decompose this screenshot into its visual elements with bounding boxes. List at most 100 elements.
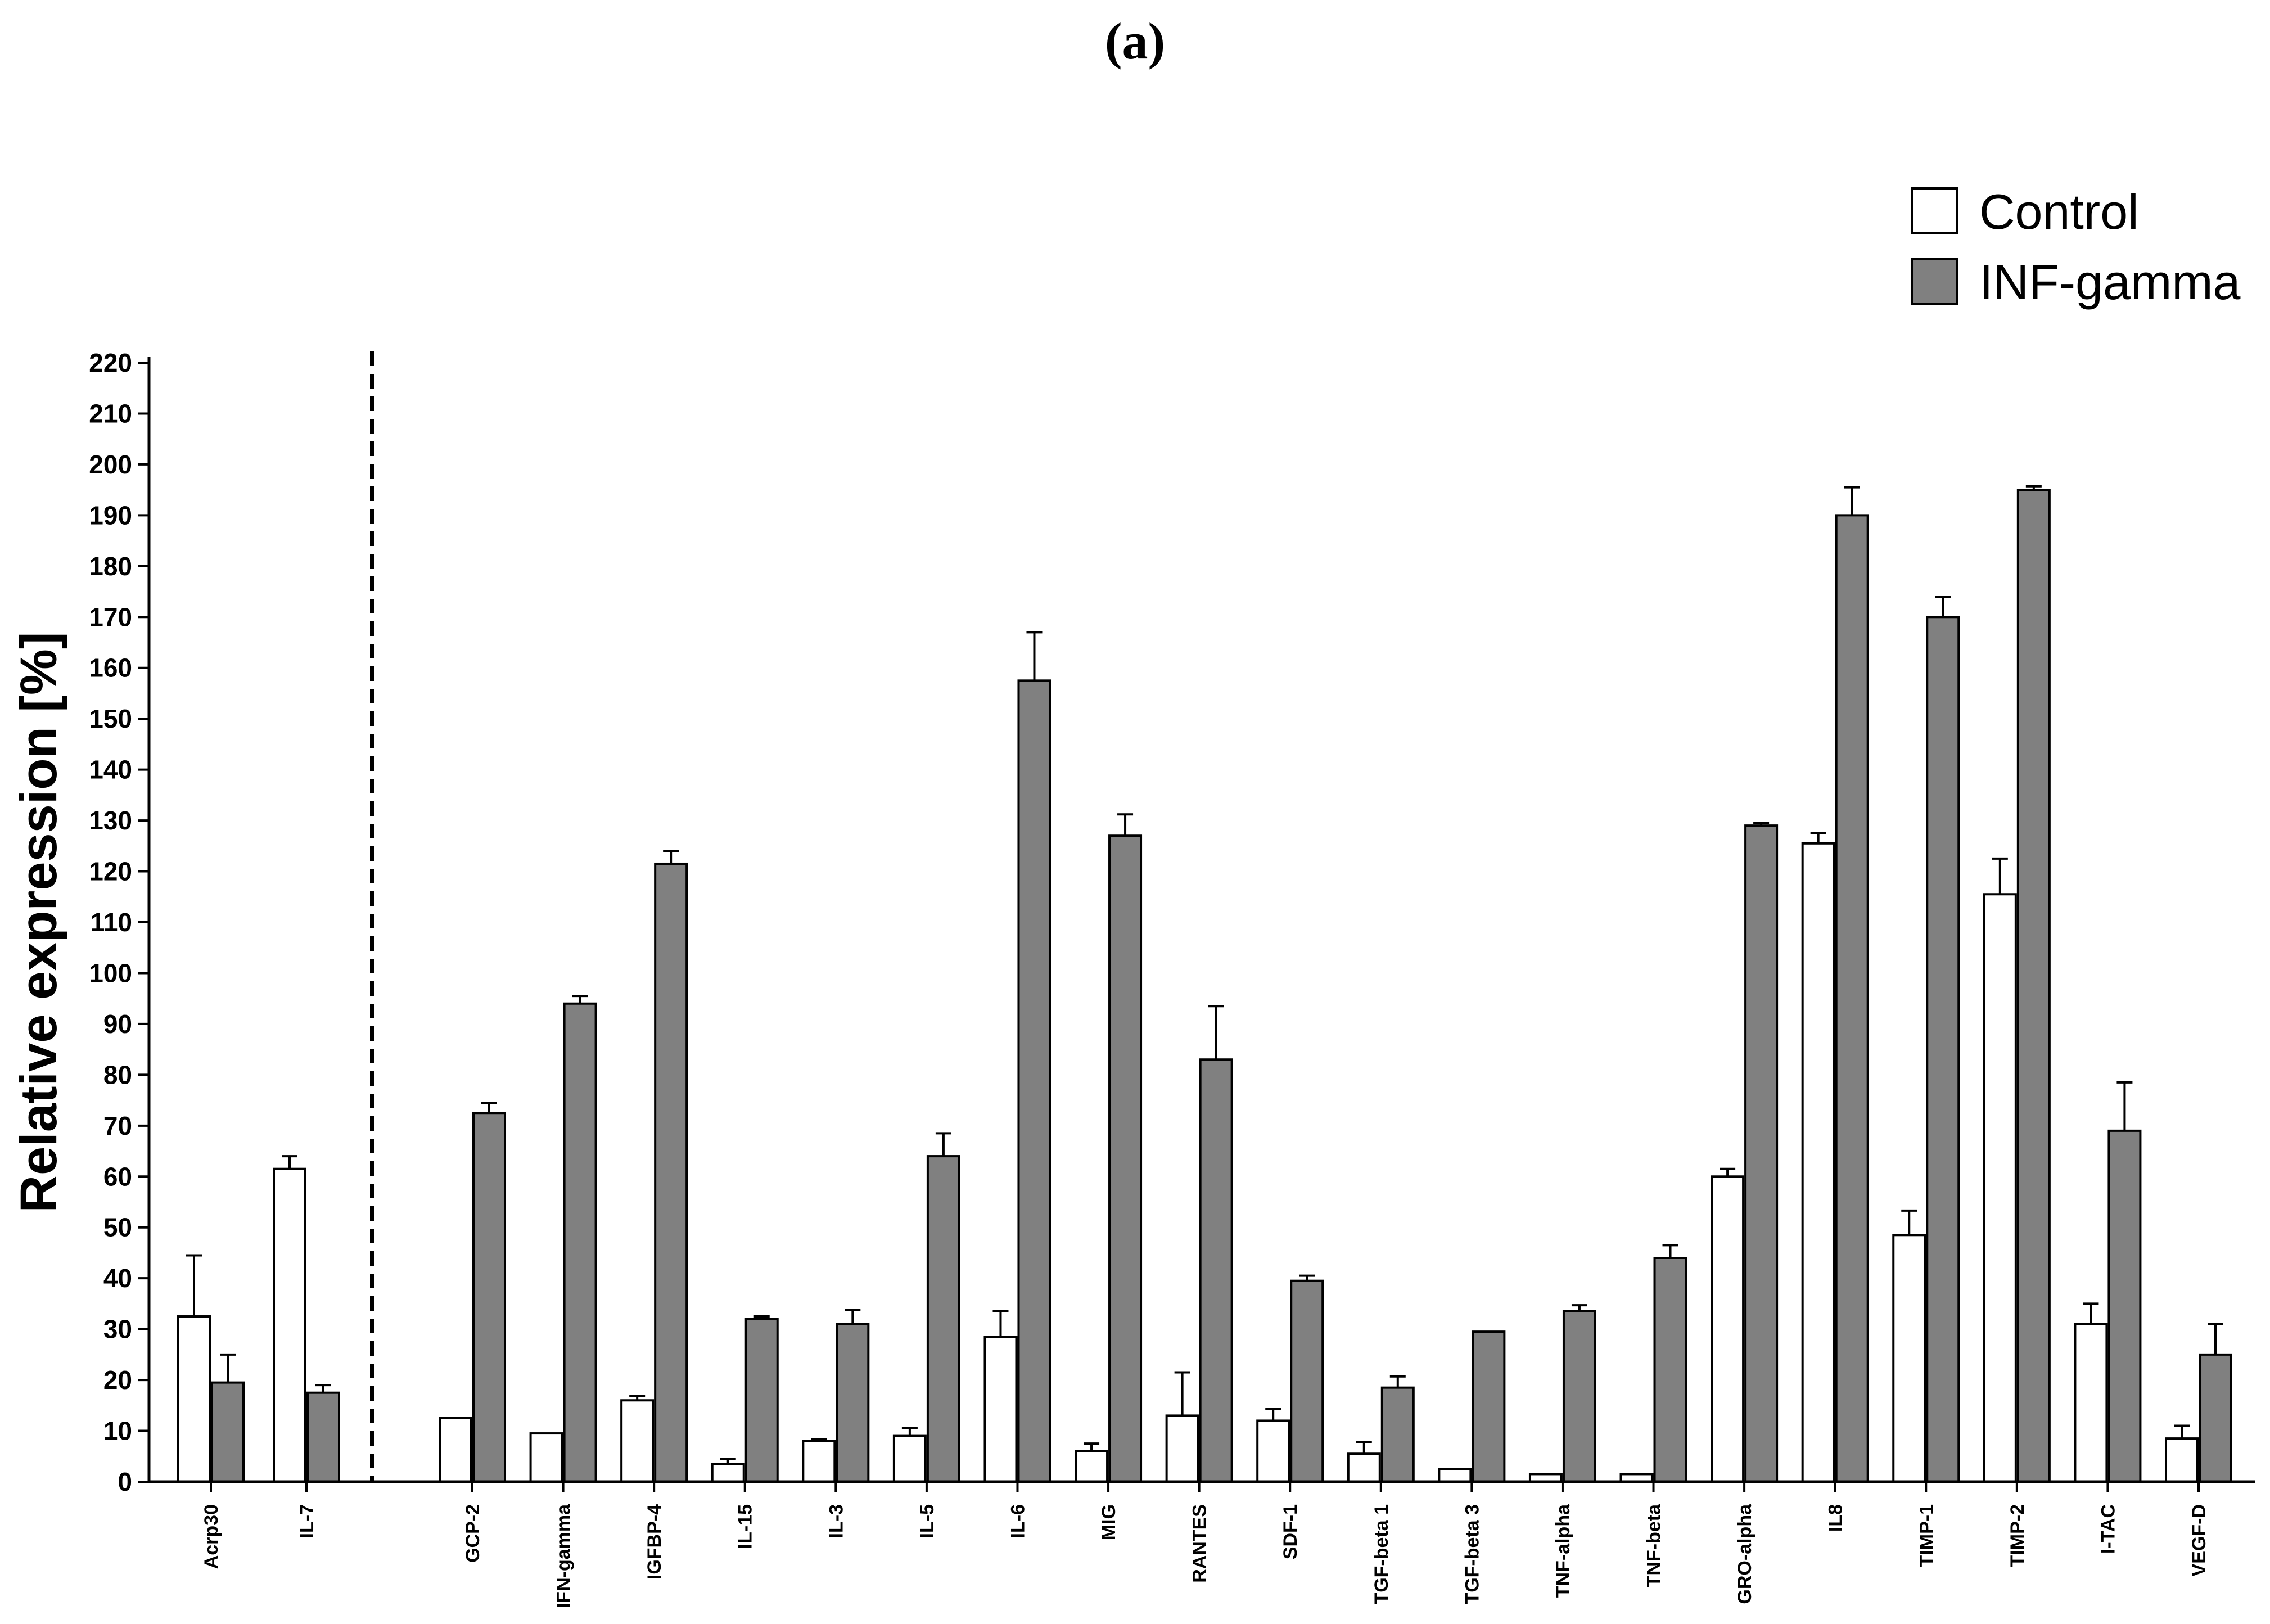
bar-inf-gamma-sdf-1 xyxy=(1290,1279,1324,1483)
bar-group-inf-gamma-tnf-beta xyxy=(1653,1244,1687,1483)
legend-swatch-control xyxy=(1911,187,1958,234)
bar-control-sdf-1 xyxy=(1256,1419,1290,1483)
y-tick-label: 220 xyxy=(89,348,132,377)
y-tick-label: 40 xyxy=(103,1264,132,1293)
bar-group-inf-gamma-tnf-alpha xyxy=(1562,1304,1596,1483)
bar-group-control-igfbp-4 xyxy=(620,1395,655,1483)
x-tick-label-il-15: IL-15 xyxy=(735,1504,756,1549)
bar-group-control-il8 xyxy=(1801,832,1835,1483)
bar-control-gcp-2 xyxy=(439,1417,472,1483)
x-tick-label-sdf-1: SDF-1 xyxy=(1280,1504,1301,1559)
x-tick-label-tnf-beta: TNF-beta xyxy=(1644,1504,1665,1587)
x-tick-label-vegf-d: VEGF-D xyxy=(2188,1504,2210,1576)
bar-inf-gamma-gro-alpha xyxy=(1744,824,1779,1483)
legend-label-control: Control xyxy=(1979,184,2139,240)
x-tick-label-igfbp-4: IGFBP-4 xyxy=(644,1504,665,1580)
bar-inf-gamma-acrp30 xyxy=(211,1381,245,1483)
bar-control-il8 xyxy=(1801,842,1835,1483)
bar-control-tgf-beta-3 xyxy=(1438,1468,1472,1483)
bar-group-control-ifn-gamma xyxy=(529,1432,563,1483)
y-tick-label: 180 xyxy=(89,552,132,581)
bar-group-control-vegf-d xyxy=(2165,1424,2199,1483)
x-tick-label-gcp-2: GCP-2 xyxy=(462,1504,484,1563)
y-tick-label: 100 xyxy=(89,958,132,987)
bar-control-il-5 xyxy=(892,1434,927,1483)
x-tick-label-tgf-beta-1: TGF-beta 1 xyxy=(1371,1504,1392,1604)
bar-group-control-acrp30 xyxy=(177,1254,211,1483)
y-tick-label: 30 xyxy=(103,1315,132,1344)
bar-group-inf-gamma-il-3 xyxy=(836,1309,870,1483)
bar-group-inf-gamma-il-15 xyxy=(744,1315,779,1483)
y-tick-label: 110 xyxy=(91,908,132,937)
bar-group-inf-gamma-il8 xyxy=(1835,486,1869,1483)
y-tick-label: 150 xyxy=(89,704,132,733)
bar-control-il-6 xyxy=(983,1336,1018,1483)
bar-control-vegf-d xyxy=(2165,1437,2199,1483)
x-tick-label-timp-1: TIMP-1 xyxy=(1916,1504,1937,1567)
bar-group-control-tgf-beta-3 xyxy=(1438,1468,1472,1483)
x-tick-label-il-7: IL-7 xyxy=(296,1504,318,1538)
bar-control-il-15 xyxy=(711,1463,745,1483)
bar-control-gro-alpha xyxy=(1711,1175,1745,1483)
y-tick-label: 190 xyxy=(89,500,132,530)
y-tick-label: 90 xyxy=(103,1009,132,1039)
bar-control-rantes xyxy=(1165,1414,1199,1483)
x-tick-label-tnf-alpha: TNF-alpha xyxy=(1553,1504,1574,1598)
bar-inf-gamma-gcp-2 xyxy=(472,1112,506,1483)
x-tick-label-mig: MIG xyxy=(1098,1504,1120,1540)
bar-group-control-il-15 xyxy=(711,1458,745,1483)
y-tick-label: 170 xyxy=(89,602,132,631)
bar-inf-gamma-ifn-gamma xyxy=(563,1002,597,1483)
bar-group-control-sdf-1 xyxy=(1256,1408,1290,1483)
y-tick-label: 200 xyxy=(89,450,132,479)
legend: Control INF-gamma xyxy=(1911,184,2241,310)
y-tick-label: 140 xyxy=(89,755,132,784)
bar-control-timp-2 xyxy=(1983,893,2017,1483)
y-tick-label: 80 xyxy=(103,1060,132,1089)
bar-inf-gamma-tnf-alpha xyxy=(1562,1310,1596,1483)
x-tick-label-rantes: RANTES xyxy=(1189,1504,1211,1583)
bar-control-igfbp-4 xyxy=(620,1399,655,1483)
bar-control-timp-1 xyxy=(1892,1234,1926,1483)
bar-group-control-mig xyxy=(1075,1442,1109,1483)
legend-label-inf-gamma: INF-gamma xyxy=(1979,254,2241,310)
bar-control-tgf-beta-1 xyxy=(1347,1452,1381,1483)
bar-control-il-3 xyxy=(802,1440,836,1483)
bar-group-inf-gamma-tgf-beta-1 xyxy=(1380,1375,1415,1483)
bar-group-inf-gamma-timp-1 xyxy=(1926,596,1960,1483)
bar-group-inf-gamma-ifn-gamma xyxy=(563,995,597,1483)
x-tick-label-il8: IL8 xyxy=(1825,1504,1847,1532)
bar-group-inf-gamma-gcp-2 xyxy=(472,1102,506,1483)
bar-group-inf-gamma-vegf-d xyxy=(2199,1323,2232,1483)
bar-inf-gamma-tgf-beta-3 xyxy=(1472,1330,1506,1483)
bar-group-inf-gamma-rantes xyxy=(1199,1005,1233,1483)
bar-inf-gamma-vegf-d xyxy=(2199,1353,2232,1483)
bar-inf-gamma-tnf-beta xyxy=(1653,1257,1687,1483)
bar-group-inf-gamma-mig xyxy=(1108,813,1143,1483)
bar-inf-gamma-mig xyxy=(1108,834,1143,1483)
bar-inf-gamma-igfbp-4 xyxy=(654,862,688,1483)
bar-group-control-gcp-2 xyxy=(439,1417,472,1483)
x-tick-label-i-tac: I-TAC xyxy=(2097,1504,2119,1554)
bar-group-inf-gamma-tgf-beta-3 xyxy=(1472,1330,1506,1483)
bar-inf-gamma-il8 xyxy=(1835,514,1869,1483)
bar-inf-gamma-il-7 xyxy=(306,1391,340,1483)
bar-inf-gamma-tgf-beta-1 xyxy=(1380,1386,1415,1483)
bar-inf-gamma-timp-1 xyxy=(1926,616,1960,1483)
y-tick-label: 10 xyxy=(103,1417,132,1446)
x-tick-label-tgf-beta-3: TGF-beta 3 xyxy=(1461,1504,1483,1604)
bar-group-control-rantes xyxy=(1165,1371,1199,1483)
bar-group-control-il-3 xyxy=(802,1438,836,1483)
y-tick-label: 70 xyxy=(103,1111,132,1140)
bar-inf-gamma-il-6 xyxy=(1017,679,1051,1483)
y-tick-label: 120 xyxy=(89,857,132,886)
bar-group-inf-gamma-sdf-1 xyxy=(1290,1274,1324,1483)
bar-group-control-gro-alpha xyxy=(1711,1167,1745,1483)
x-tick-label-gro-alpha: GRO-alpha xyxy=(1734,1504,1755,1604)
y-tick-label: 130 xyxy=(89,806,132,835)
bar-group-inf-gamma-acrp30 xyxy=(211,1353,245,1483)
bars xyxy=(177,485,2232,1483)
bar-control-il-7 xyxy=(273,1167,306,1483)
bar-group-inf-gamma-gro-alpha xyxy=(1744,822,1779,1483)
